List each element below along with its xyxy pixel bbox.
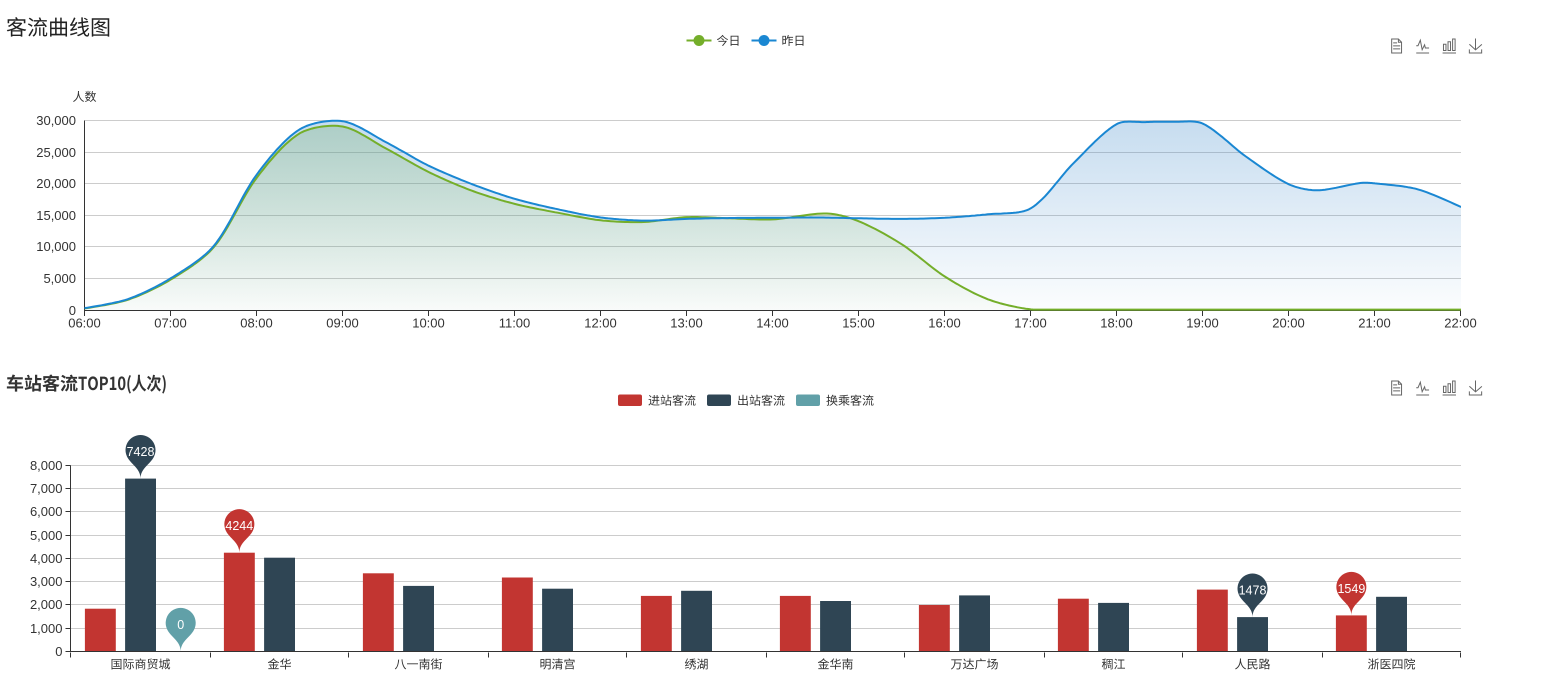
svg-text:8,000: 8,000: [30, 458, 63, 473]
svg-text:14:00: 14:00: [756, 316, 789, 331]
svg-text:3,000: 3,000: [30, 574, 63, 589]
svg-text:19:00: 19:00: [1186, 316, 1219, 331]
svg-text:6,000: 6,000: [30, 504, 63, 519]
svg-text:20:00: 20:00: [1272, 316, 1305, 331]
svg-text:7428: 7428: [127, 445, 155, 459]
svg-text:22:00: 22:00: [1444, 316, 1477, 331]
svg-text:17:00: 17:00: [1014, 316, 1047, 331]
svg-text:0: 0: [55, 644, 62, 659]
svg-text:18:00: 18:00: [1100, 316, 1133, 331]
svg-text:11:00: 11:00: [499, 316, 531, 331]
svg-text:1549: 1549: [1337, 582, 1365, 596]
svg-text:21:00: 21:00: [1358, 316, 1391, 331]
svg-text:30,000: 30,000: [36, 113, 76, 128]
svg-text:1,000: 1,000: [30, 621, 63, 636]
svg-text:09:00: 09:00: [326, 316, 359, 331]
svg-text:4,000: 4,000: [30, 551, 63, 566]
svg-text:10:00: 10:00: [412, 316, 445, 331]
svg-text:13:00: 13:00: [670, 316, 703, 331]
svg-text:5,000: 5,000: [43, 271, 76, 286]
svg-text:16:00: 16:00: [928, 316, 961, 331]
svg-text:25,000: 25,000: [36, 145, 76, 160]
svg-text:5,000: 5,000: [30, 528, 63, 543]
svg-text:10,000: 10,000: [36, 239, 76, 254]
svg-text:20,000: 20,000: [36, 176, 76, 191]
svg-text:0: 0: [177, 618, 184, 632]
svg-text:0: 0: [69, 303, 76, 318]
svg-text:06:00: 06:00: [68, 316, 101, 331]
svg-text:07:00: 07:00: [154, 316, 187, 331]
svg-text:12:00: 12:00: [584, 316, 617, 331]
svg-text:4244: 4244: [225, 519, 253, 533]
svg-text:2,000: 2,000: [30, 597, 63, 612]
svg-text:15,000: 15,000: [36, 208, 76, 223]
svg-text:1478: 1478: [1239, 584, 1267, 598]
svg-text:08:00: 08:00: [240, 316, 273, 331]
svg-text:7,000: 7,000: [30, 481, 63, 496]
svg-text:15:00: 15:00: [842, 316, 875, 331]
